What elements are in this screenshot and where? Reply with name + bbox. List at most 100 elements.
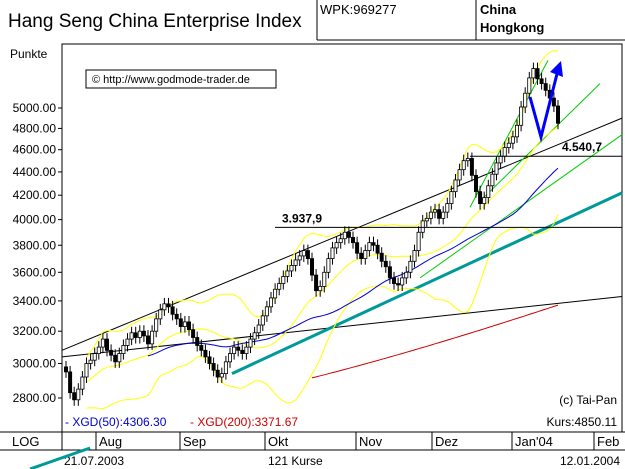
candle xyxy=(416,226,421,257)
candle xyxy=(391,271,396,290)
candle xyxy=(121,339,126,360)
candle-body xyxy=(64,366,69,373)
chart-title: Hang Seng China Enterprise Index xyxy=(8,11,302,32)
candle xyxy=(412,244,417,268)
candle-body xyxy=(473,174,478,193)
bollinger-middle xyxy=(86,125,559,383)
candle-body xyxy=(494,162,499,175)
candle xyxy=(478,185,483,210)
candle-body xyxy=(515,124,520,138)
y-tick-label: 4600.00 xyxy=(13,143,57,157)
copyright-text: © http://www.godmode-trader.de xyxy=(92,74,250,86)
candle xyxy=(92,347,97,367)
candle xyxy=(556,100,561,130)
candle xyxy=(404,266,409,284)
horizontal-levels: 4.540,7 3.937,9 xyxy=(275,140,622,228)
candle-body xyxy=(428,211,433,219)
candle xyxy=(141,325,146,342)
candle xyxy=(84,357,89,384)
candle xyxy=(523,87,528,114)
y-tick-label: 4400.00 xyxy=(13,165,57,179)
candle-body xyxy=(211,363,216,371)
candle xyxy=(486,179,491,204)
candle xyxy=(551,92,556,113)
candle xyxy=(383,255,388,273)
candle xyxy=(72,386,77,406)
candle-body xyxy=(305,250,310,259)
candle-body xyxy=(363,250,368,259)
candle-body xyxy=(199,345,204,351)
candle xyxy=(506,137,511,154)
green-trend-line-steep xyxy=(469,60,549,208)
wpk-label: WPK:969277 xyxy=(320,2,397,17)
candle xyxy=(338,232,343,249)
candle-body xyxy=(297,255,302,261)
candle-body xyxy=(490,173,495,187)
candle-body xyxy=(260,315,265,326)
candle-body xyxy=(268,297,273,308)
candle-body xyxy=(482,197,487,205)
candle-body xyxy=(445,203,450,213)
candle xyxy=(379,247,384,268)
candle xyxy=(64,360,69,378)
candle-body xyxy=(416,231,421,251)
candle xyxy=(117,347,122,368)
candle xyxy=(510,130,515,150)
x-tick-label: Nov xyxy=(359,434,383,449)
candle-body xyxy=(117,353,122,363)
x-tick-label: Dez xyxy=(435,434,458,449)
candle-body xyxy=(355,242,360,254)
log-scale-label: LOG xyxy=(12,434,39,449)
candle-body xyxy=(330,247,335,259)
candle-body xyxy=(359,252,364,259)
candle xyxy=(449,185,454,210)
x-tick-label: Feb xyxy=(597,434,619,449)
candle xyxy=(309,252,314,282)
candle xyxy=(539,72,544,90)
candle-body xyxy=(457,169,462,181)
candle-body xyxy=(441,211,446,219)
candle xyxy=(277,277,282,296)
candle xyxy=(350,231,355,249)
y-tick-label: 3400.00 xyxy=(13,294,57,308)
candle-body xyxy=(88,359,93,364)
candle xyxy=(494,156,499,181)
candle xyxy=(170,300,175,321)
x-tick-label: Jan'04 xyxy=(515,434,553,449)
candle-body xyxy=(182,321,187,327)
candle-body xyxy=(543,83,548,91)
candlesticks xyxy=(64,62,561,406)
candle xyxy=(80,371,85,396)
candle xyxy=(342,226,347,245)
candle xyxy=(359,247,364,265)
candle-body xyxy=(207,356,212,364)
candle-body xyxy=(424,217,429,222)
candle-body xyxy=(531,68,536,79)
end-date: 12.01.2004 xyxy=(560,454,620,468)
candle-body xyxy=(170,306,175,315)
candle-body xyxy=(137,330,142,338)
y-axis-label: Punkte xyxy=(10,47,48,61)
candle xyxy=(223,355,228,380)
candle-count: 121 Kurse xyxy=(268,454,323,468)
candle xyxy=(482,191,487,210)
candle xyxy=(199,339,204,357)
candle xyxy=(363,244,368,265)
candle xyxy=(154,312,159,338)
y-tick-label: 4200.00 xyxy=(13,188,57,202)
candle xyxy=(211,357,216,377)
lower-trend-line xyxy=(61,296,623,358)
candle xyxy=(150,325,155,350)
candle-body xyxy=(219,373,224,378)
candle-body xyxy=(154,318,159,332)
candle-body xyxy=(150,330,155,345)
chart-header: Hang Seng China Enterprise Index WPK:969… xyxy=(8,0,625,41)
candle xyxy=(268,291,273,313)
candle xyxy=(375,239,380,260)
level-lower-label: 3.937,9 xyxy=(282,211,322,225)
bollinger-lower xyxy=(86,214,559,410)
xgd200-line xyxy=(311,304,559,379)
candle-body xyxy=(178,318,183,327)
candle-body xyxy=(236,346,241,351)
